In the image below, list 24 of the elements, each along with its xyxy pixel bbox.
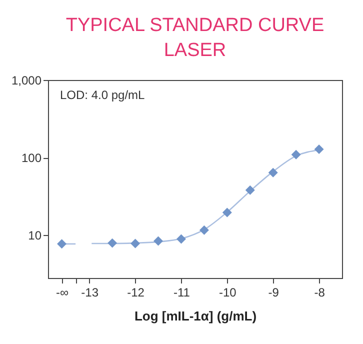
annotation: LOD: 4.0 pg/mL bbox=[60, 88, 146, 102]
x-tick-label: -8 bbox=[314, 286, 326, 300]
point bbox=[245, 185, 255, 195]
x-tick-label: -11 bbox=[173, 286, 190, 300]
x-tick-label: -13 bbox=[81, 286, 99, 300]
point bbox=[291, 150, 301, 160]
x-tick-label: -10 bbox=[218, 286, 237, 300]
y-tick-label: 1,000 bbox=[11, 74, 42, 88]
x-tick-label: -9 bbox=[268, 286, 280, 300]
x-axis-title: Log [mIL-1α] (g/mL) bbox=[134, 308, 257, 324]
point bbox=[222, 208, 232, 218]
point bbox=[130, 238, 140, 248]
chart-title: TYPICAL STANDARD CURVE LASER bbox=[66, 15, 324, 61]
y-tick-label: 10 bbox=[28, 228, 42, 243]
x-tick-label: -∞ bbox=[56, 286, 69, 300]
point bbox=[57, 239, 67, 249]
point bbox=[199, 225, 209, 235]
point bbox=[154, 236, 163, 246]
point bbox=[314, 144, 324, 154]
y-tick-label: 100 bbox=[21, 151, 42, 166]
x-tick-label: -12 bbox=[127, 286, 145, 300]
point bbox=[268, 168, 278, 178]
point bbox=[108, 238, 118, 248]
point bbox=[176, 234, 186, 244]
